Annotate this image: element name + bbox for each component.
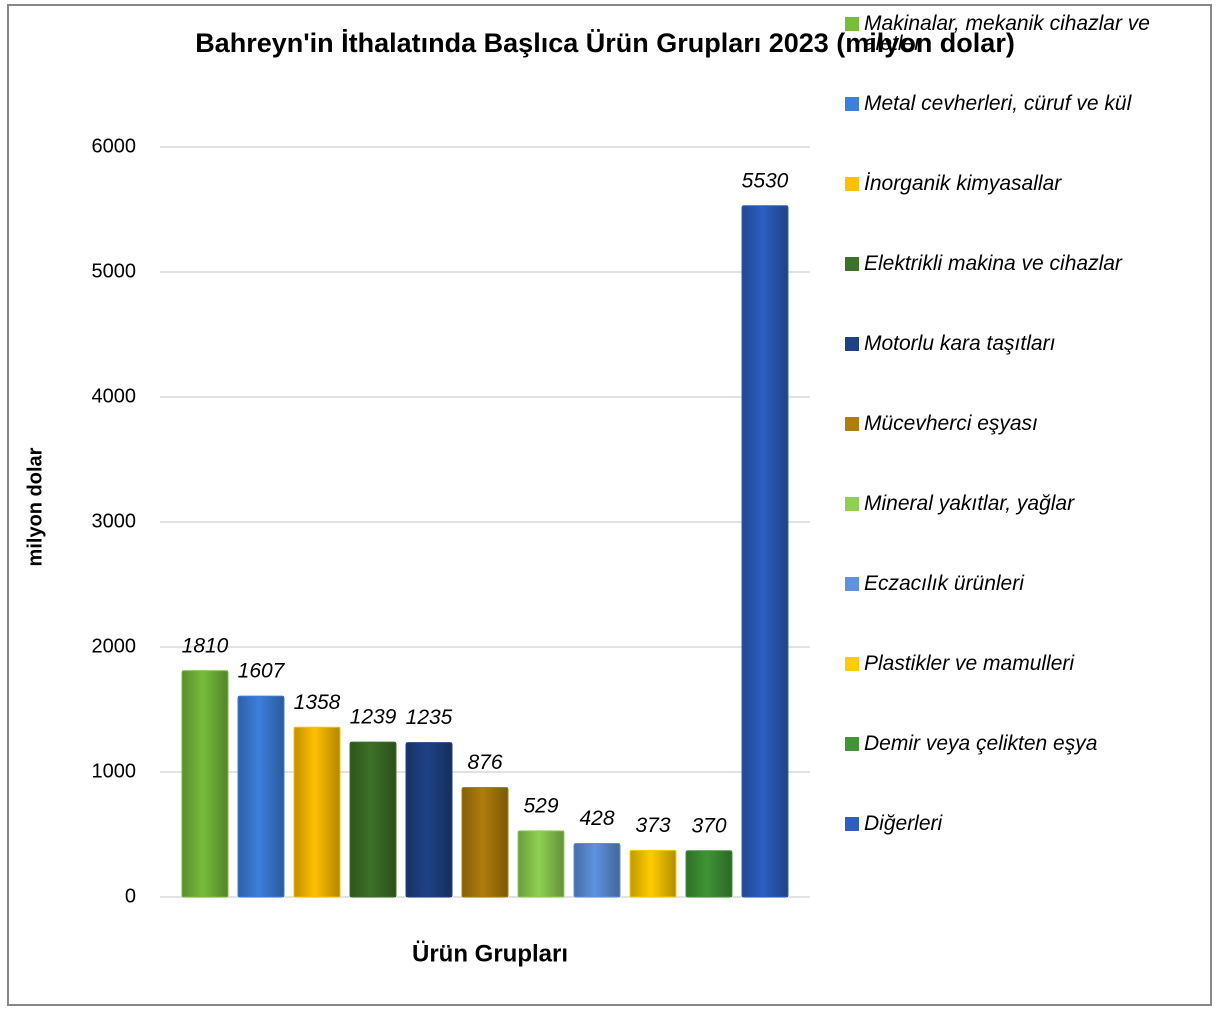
value-label: 1607 (238, 660, 286, 683)
bar (573, 843, 621, 898)
legend-swatch (845, 497, 859, 511)
legend-label: Metal cevherleri, cüruf ve kül (864, 92, 1132, 115)
legend-swatch (845, 657, 859, 671)
legend-swatch (845, 577, 859, 591)
legend-item: Makinalar, mekanik cihazlar ve aletler (845, 12, 1205, 55)
legend-swatch (845, 737, 859, 751)
legend-swatch (845, 337, 859, 351)
bar (293, 726, 341, 898)
legend-label: İnorganik kimyasallar (864, 172, 1062, 195)
legend-label: Motorlu kara taşıtları (864, 332, 1056, 355)
x-axis-title: Ürün Grupları (412, 940, 568, 967)
value-label: 373 (635, 814, 670, 837)
value-label: 876 (467, 751, 502, 774)
legend-label: Mücevherci eşyası (864, 412, 1038, 435)
bar (181, 670, 229, 898)
chart-title: Bahreyn'in İthalatında Başlıca Ürün Grup… (195, 28, 1015, 58)
legend-label: Eczacılık ürünleri (864, 572, 1024, 595)
legend-item: Mineral yakıtlar, yağlar (845, 492, 1205, 515)
y-tick-label: 6000 (92, 135, 137, 157)
legend-item: Motorlu kara taşıtları (845, 332, 1205, 355)
legend-item: Eczacılık ürünleri (845, 572, 1205, 595)
legend-item: İnorganik kimyasallar (845, 172, 1205, 195)
legend-label: Elektrikli makina ve cihazlar (864, 252, 1122, 275)
value-label: 1358 (294, 691, 341, 714)
y-axis-title: milyon dolar (24, 447, 46, 566)
legend-swatch (845, 97, 859, 111)
legend-item: Plastikler ve mamulleri (845, 652, 1205, 675)
legend-label: Demir veya çelikten eşya (864, 732, 1098, 755)
y-tick-label: 0 (125, 885, 136, 907)
legend-item: Metal cevherleri, cüruf ve kül (845, 92, 1205, 115)
legend-swatch (845, 17, 859, 31)
bar (237, 695, 285, 898)
value-label: 1810 (182, 634, 229, 657)
legend-item: Mücevherci eşyası (845, 412, 1205, 435)
y-tick-label: 4000 (92, 385, 137, 407)
legend-item: Diğerleri (845, 812, 1205, 835)
value-label: 5530 (742, 169, 789, 192)
value-label: 1235 (406, 706, 453, 729)
y-tick-label: 1000 (92, 760, 137, 782)
bar (461, 787, 509, 898)
y-tick-label: 5000 (92, 260, 137, 282)
legend-swatch (845, 817, 859, 831)
value-label: 370 (691, 814, 726, 837)
legend-label: Mineral yakıtlar, yağlar (864, 492, 1075, 515)
legend-swatch (845, 177, 859, 191)
value-label: 428 (579, 807, 614, 830)
legend-swatch (845, 257, 859, 271)
bar (517, 830, 565, 898)
legend-label: Plastikler ve mamulleri (864, 652, 1075, 675)
legend-swatch (845, 417, 859, 431)
value-label: 1239 (350, 706, 397, 729)
legend-label: Makinalar, mekanik cihazlar ve aletler (864, 12, 1150, 55)
legend-item: Demir veya çelikten eşya (845, 732, 1205, 755)
legend-label: Diğerleri (864, 812, 943, 835)
bar (741, 205, 789, 898)
bar (405, 742, 453, 898)
legend-item: Elektrikli makina ve cihazlar (845, 252, 1205, 275)
y-tick-label: 3000 (92, 510, 137, 532)
bar (629, 849, 677, 898)
bar (349, 741, 397, 898)
y-tick-label: 2000 (92, 635, 137, 657)
value-label: 529 (523, 794, 558, 817)
bar (685, 850, 733, 898)
